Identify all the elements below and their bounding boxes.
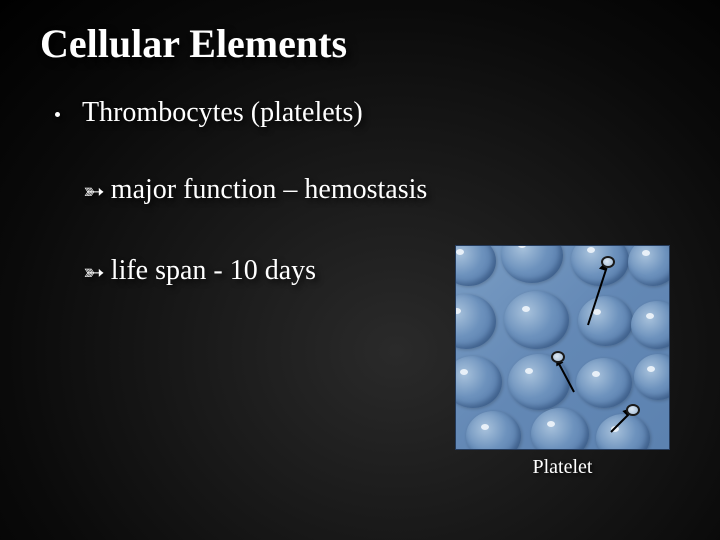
main-bullet: Thrombocytes (platelets) — [55, 97, 680, 129]
image-caption: Platelet — [455, 450, 670, 479]
blood-cell — [455, 245, 496, 286]
platelet-marker — [626, 404, 640, 416]
sub-bullet-1-text: major function – hemostasis — [111, 174, 428, 206]
cells-microscopy — [455, 245, 670, 450]
blood-cell — [631, 301, 670, 349]
blood-cell — [578, 296, 633, 346]
blood-cell — [628, 245, 670, 286]
platelet-marker — [551, 351, 565, 363]
platelet-image: Platelet — [455, 245, 670, 485]
bullet-dot-icon — [55, 112, 60, 117]
page-title: Cellular Elements — [40, 20, 680, 67]
arrow-bullet-icon: ➳ — [83, 255, 105, 291]
platelet-marker — [601, 256, 615, 268]
slide-container: Cellular Elements Thrombocytes (platelet… — [0, 0, 720, 540]
arrow-bullet-icon: ➳ — [83, 174, 105, 210]
blood-cell — [634, 354, 670, 400]
blood-cell — [504, 291, 569, 349]
blood-cell — [501, 245, 563, 283]
blood-cell — [455, 356, 502, 408]
blood-cell — [466, 411, 521, 450]
blood-cell — [455, 294, 496, 349]
main-bullet-text: Thrombocytes (platelets) — [82, 97, 363, 129]
blood-cell — [531, 408, 589, 450]
sub-bullet-1: ➳ major function – hemostasis — [83, 174, 680, 210]
blood-cell — [576, 358, 632, 408]
sub-bullet-2-text: life span - 10 days — [111, 255, 316, 287]
